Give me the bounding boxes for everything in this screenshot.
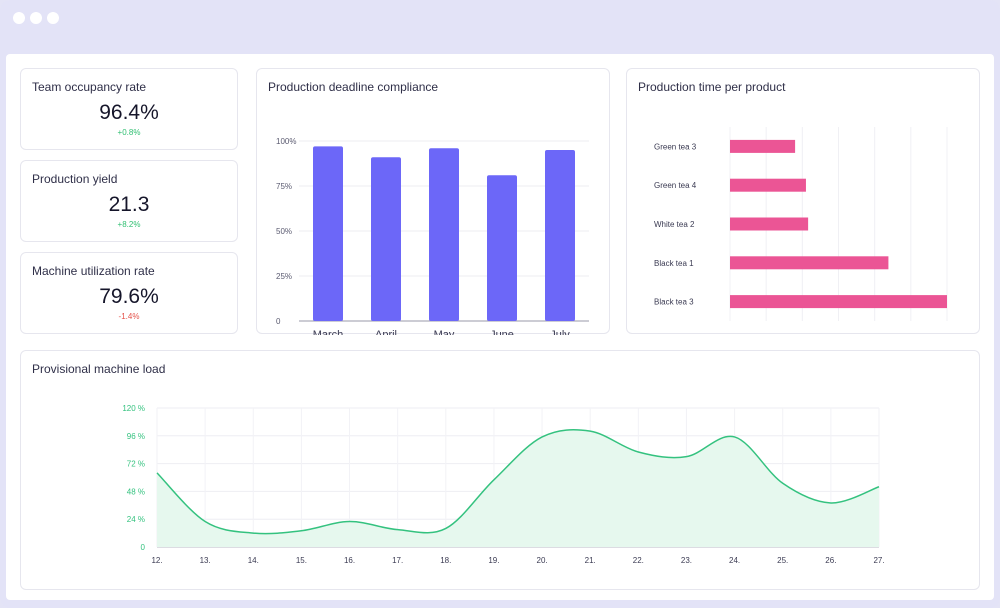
machine-load-area-chart: 0 24 % 48 % 72 % 96 % 120 % 12. 13. 14. 15. 16. 17.… bbox=[122, 404, 884, 565]
chart-title: Production time per product bbox=[638, 80, 786, 94]
chart-card-machine-load: Provisional machine load 0 24 % 48 % 72 % 96… bbox=[20, 350, 980, 590]
load-point-21 bbox=[589, 430, 591, 432]
y-tick-label: White tea 2 bbox=[654, 220, 695, 229]
x-tick-label: 21. bbox=[585, 556, 596, 565]
y-tick-label: 72 % bbox=[127, 460, 145, 469]
x-tick-label: 23. bbox=[681, 556, 692, 565]
kpi-title: Machine utilization rate bbox=[32, 264, 155, 278]
kpi-title: Team occupancy rate bbox=[32, 80, 147, 94]
kpi-card-production-yield[interactable]: Production yield 21.3 +8.2% bbox=[20, 160, 238, 242]
compliance-bar-chart: 0 25% 50% 75% 100% March April May June July bbox=[276, 137, 589, 335]
x-tick-label: 24. bbox=[729, 556, 740, 565]
y-tick-label: 50% bbox=[276, 227, 292, 236]
y-tick-label: 100% bbox=[276, 137, 296, 146]
chart-title: Production deadline compliance bbox=[268, 80, 439, 94]
y-tick-label: 120 % bbox=[122, 404, 145, 413]
y-tick-label: Black tea 1 bbox=[654, 259, 694, 268]
bar-white-tea-2 bbox=[730, 217, 809, 231]
production-time-bar-chart: Green tea 3 Green tea 4 White tea 2 Black t… bbox=[654, 127, 948, 321]
y-tick-label: 0 bbox=[276, 317, 281, 326]
maximize-dot[interactable] bbox=[47, 12, 59, 24]
load-point-23 bbox=[685, 456, 687, 458]
load-line bbox=[156, 429, 880, 535]
kpi-card-team-occupancy[interactable]: Team occupancy rate 96.4% +0.8% bbox=[20, 68, 238, 150]
load-point-18 bbox=[445, 527, 447, 529]
bar-black-tea-3 bbox=[730, 295, 947, 309]
load-point-17 bbox=[397, 529, 399, 531]
x-tick-label: 16. bbox=[344, 556, 355, 565]
kpi-value: 96.4% bbox=[99, 101, 159, 124]
bar-march bbox=[313, 146, 343, 321]
x-tick-label: 14. bbox=[248, 556, 259, 565]
y-tick-label: Green tea 3 bbox=[654, 142, 697, 151]
load-point-24 bbox=[734, 436, 736, 438]
x-tick-label: 25. bbox=[777, 556, 788, 565]
x-tick-label: 13. bbox=[200, 556, 211, 565]
bar-june bbox=[487, 175, 517, 321]
minimize-dot[interactable] bbox=[30, 12, 42, 24]
x-tick-label: June bbox=[490, 329, 514, 335]
x-tick-label: July bbox=[550, 329, 570, 335]
y-tick-label: 96 % bbox=[127, 432, 145, 441]
y-tick-label: Black tea 3 bbox=[654, 298, 694, 307]
kpi-delta: -1.4% bbox=[118, 312, 140, 321]
kpi-value: 79.6% bbox=[99, 285, 159, 308]
x-tick-label: 27. bbox=[873, 556, 884, 565]
y-tick-label: 0 bbox=[141, 543, 146, 552]
bar-july bbox=[545, 150, 575, 321]
y-tick-label: 48 % bbox=[127, 487, 145, 496]
x-tick-label: 17. bbox=[392, 556, 403, 565]
kpi-card-machine-utilization[interactable]: Machine utilization rate 79.6% -1.4% bbox=[20, 252, 238, 334]
x-tick-label: 20. bbox=[537, 556, 548, 565]
kpi-title: Production yield bbox=[32, 172, 118, 186]
x-tick-label: 26. bbox=[825, 556, 836, 565]
kpi-delta: +0.8% bbox=[117, 128, 141, 137]
x-tick-label: May bbox=[434, 329, 455, 335]
y-tick-label: 75% bbox=[276, 182, 292, 191]
title-bar bbox=[0, 0, 1000, 48]
load-point-26 bbox=[830, 502, 832, 504]
load-point-25 bbox=[782, 482, 784, 484]
load-point-27 bbox=[878, 486, 880, 488]
y-tick-label: Green tea 4 bbox=[654, 181, 697, 190]
x-tick-label: 19. bbox=[488, 556, 499, 565]
x-tick-label: 15. bbox=[296, 556, 307, 565]
bar-april bbox=[371, 157, 401, 321]
x-tick-label: April bbox=[375, 329, 397, 335]
x-tick-label: 12. bbox=[151, 556, 162, 565]
x-tick-label: March bbox=[313, 329, 344, 335]
load-point-22 bbox=[637, 451, 639, 453]
load-point-16 bbox=[349, 521, 351, 523]
load-point-13 bbox=[204, 521, 206, 523]
load-point-15 bbox=[300, 530, 302, 532]
close-dot[interactable] bbox=[13, 12, 25, 24]
load-area-fill bbox=[157, 429, 879, 547]
x-tick-label: 22. bbox=[633, 556, 644, 565]
load-point-20 bbox=[541, 436, 543, 438]
bar-black-tea-1 bbox=[730, 256, 889, 270]
load-point-12 bbox=[156, 472, 158, 474]
kpi-value: 21.3 bbox=[108, 193, 150, 216]
bar-green-tea-4 bbox=[730, 178, 806, 192]
bar-green-tea-3 bbox=[730, 139, 796, 153]
kpi-delta: +8.2% bbox=[117, 220, 141, 229]
chart-card-deadline-compliance: Production deadline compliance 0 25% 50% 75… bbox=[256, 68, 610, 335]
x-tick-label: 18. bbox=[440, 556, 451, 565]
load-point-19 bbox=[493, 479, 495, 481]
load-point-14 bbox=[252, 532, 254, 534]
chart-title: Provisional machine load bbox=[32, 362, 166, 376]
dashboard-content: Team occupancy rate 96.4% +0.8% Producti… bbox=[6, 54, 994, 600]
y-tick-label: 24 % bbox=[127, 515, 145, 524]
bar-may bbox=[429, 148, 459, 321]
y-tick-label: 25% bbox=[276, 272, 292, 281]
